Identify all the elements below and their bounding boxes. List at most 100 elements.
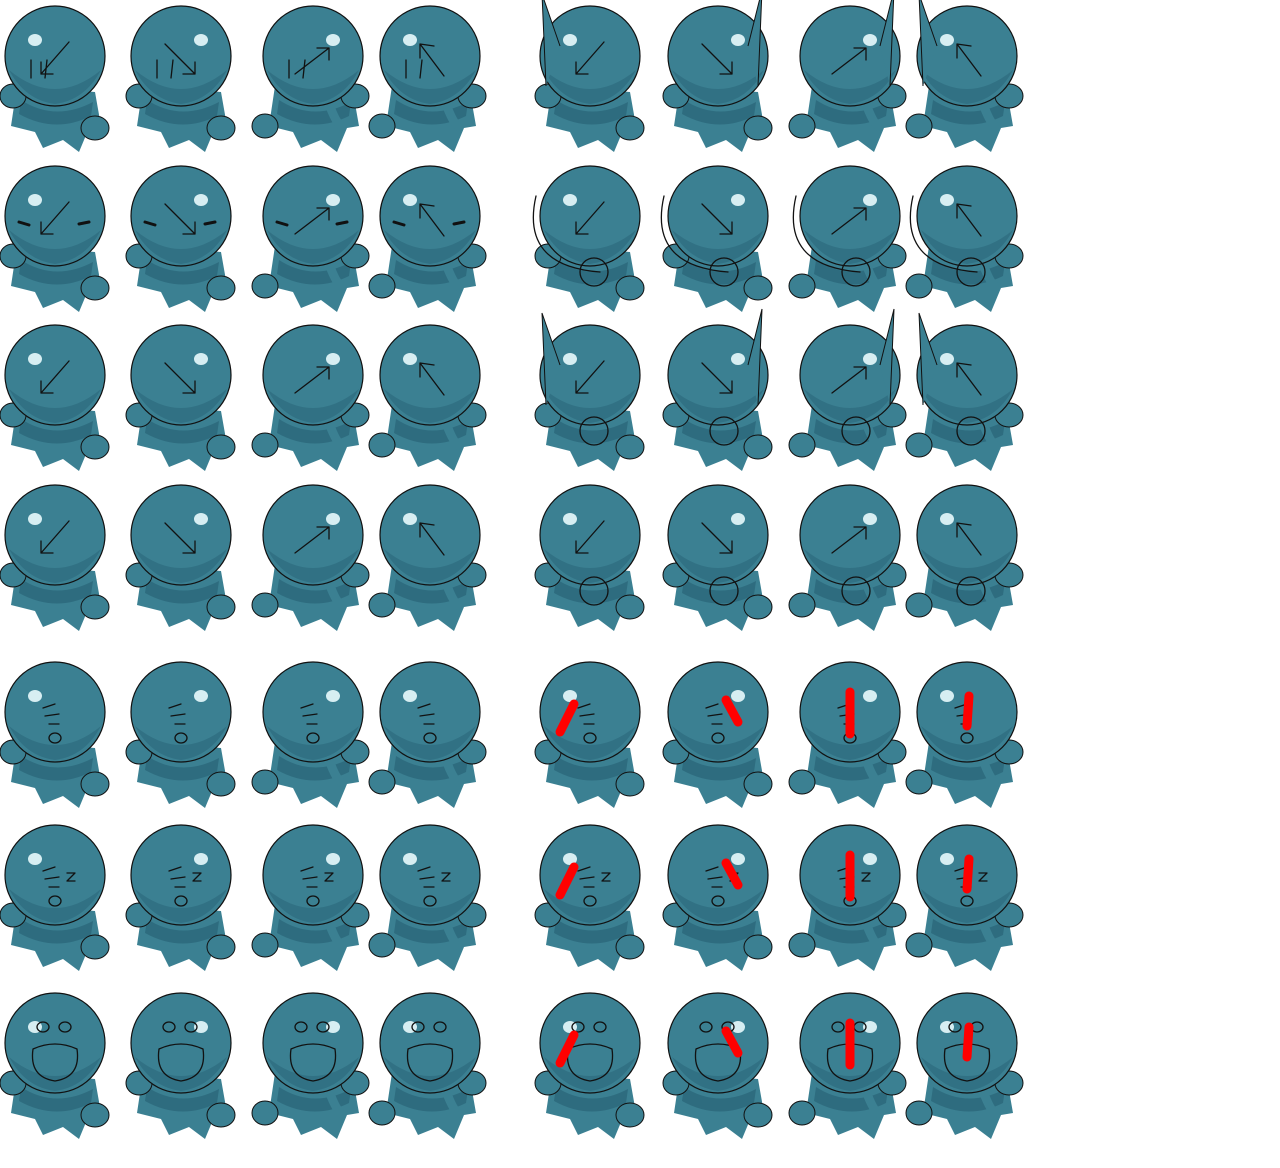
sleep-mouth bbox=[174, 732, 188, 744]
direction-arrow bbox=[831, 526, 867, 554]
cloak-shadow bbox=[682, 919, 756, 944]
hit-mark bbox=[962, 1022, 974, 1062]
head-shadow bbox=[384, 549, 476, 583]
hand bbox=[251, 113, 279, 139]
hand bbox=[905, 932, 933, 958]
sprite-sleep bbox=[368, 661, 487, 808]
hand bbox=[206, 771, 236, 797]
sprite-sleep bbox=[0, 661, 110, 808]
hand bbox=[251, 273, 279, 299]
head-highlight bbox=[403, 194, 417, 206]
head bbox=[262, 324, 364, 426]
head bbox=[799, 165, 901, 267]
hand bbox=[743, 934, 773, 960]
head-shadow bbox=[9, 549, 101, 583]
direction-arrow bbox=[40, 360, 70, 394]
head bbox=[262, 484, 364, 586]
head-highlight bbox=[940, 853, 954, 865]
head-shadow bbox=[135, 389, 227, 423]
hit-mark bbox=[962, 691, 974, 731]
cloak-shadow bbox=[682, 419, 756, 444]
sleep-mouth bbox=[423, 895, 437, 907]
head bbox=[379, 5, 481, 107]
sprite-sw bbox=[0, 324, 110, 471]
open-mouth bbox=[157, 1043, 205, 1082]
head-shadow bbox=[672, 389, 764, 423]
spin-arc bbox=[792, 195, 861, 273]
head bbox=[379, 324, 481, 426]
direction-arrow bbox=[575, 520, 605, 554]
eye bbox=[294, 1021, 308, 1033]
head-highlight bbox=[563, 353, 577, 365]
head-highlight bbox=[731, 853, 745, 865]
hit-mark bbox=[555, 1030, 579, 1068]
head-shadow bbox=[384, 70, 476, 104]
sprite-ne bbox=[251, 324, 370, 471]
head-shadow bbox=[544, 549, 636, 583]
cloak-shadow bbox=[19, 260, 93, 285]
hand bbox=[251, 592, 279, 618]
head-shadow bbox=[804, 70, 896, 104]
direction-arrow bbox=[419, 522, 445, 556]
head-highlight bbox=[403, 690, 417, 702]
sprite-sw bbox=[0, 484, 110, 631]
direction-arrow bbox=[294, 47, 330, 75]
direction-arrow bbox=[956, 362, 982, 396]
cloak-shadow bbox=[682, 756, 756, 781]
sprite-sw-slash bbox=[534, 0, 645, 152]
head-shadow bbox=[544, 726, 636, 760]
head-highlight bbox=[563, 513, 577, 525]
head-highlight bbox=[731, 194, 745, 206]
hit-mark bbox=[721, 1026, 743, 1058]
hand bbox=[788, 769, 816, 795]
head-shadow bbox=[384, 230, 476, 264]
cloak-shadow bbox=[145, 100, 219, 125]
head bbox=[539, 165, 641, 267]
head-shadow bbox=[672, 726, 764, 760]
weapon-blade bbox=[747, 308, 763, 406]
sprite-se-spin bbox=[660, 165, 773, 312]
head-highlight bbox=[28, 513, 42, 525]
head-shadow bbox=[544, 70, 636, 104]
sleep-mouth bbox=[960, 732, 974, 744]
head-highlight bbox=[194, 853, 208, 865]
head-shadow bbox=[9, 726, 101, 760]
sprite-nw-squint bbox=[368, 165, 487, 312]
hand bbox=[368, 769, 396, 795]
weapon-blade bbox=[747, 0, 763, 87]
hand bbox=[788, 1100, 816, 1126]
sprite-se-squint bbox=[125, 165, 236, 312]
open-mouth bbox=[694, 1043, 742, 1082]
head-highlight bbox=[28, 194, 42, 206]
cloak-shadow bbox=[682, 100, 756, 125]
sprite-shout-hit bbox=[534, 992, 645, 1139]
head-highlight bbox=[731, 513, 745, 525]
hand bbox=[788, 592, 816, 618]
cloak-shadow bbox=[145, 260, 219, 285]
hand bbox=[368, 432, 396, 458]
head-shadow bbox=[804, 1057, 896, 1091]
ball-outline bbox=[709, 416, 739, 446]
hit-mark bbox=[721, 695, 743, 727]
direction-arrow bbox=[575, 41, 605, 75]
hand bbox=[615, 275, 645, 301]
direction-arrow bbox=[164, 43, 196, 75]
weapon-blade bbox=[879, 0, 895, 87]
head-shadow bbox=[135, 726, 227, 760]
hand bbox=[615, 594, 645, 620]
head bbox=[379, 824, 481, 926]
hit-mark bbox=[962, 854, 974, 894]
weapon-blade bbox=[918, 312, 938, 406]
head-highlight bbox=[731, 34, 745, 46]
head bbox=[799, 484, 901, 586]
head bbox=[130, 661, 232, 763]
sprite-se-slash bbox=[662, 0, 773, 152]
direction-arrow bbox=[575, 360, 605, 394]
head-highlight bbox=[194, 353, 208, 365]
sprite-ne-ball bbox=[788, 484, 907, 631]
eye bbox=[433, 1021, 447, 1033]
sprite-sleep-z bbox=[368, 824, 487, 971]
head-shadow bbox=[544, 230, 636, 264]
head-highlight bbox=[403, 853, 417, 865]
